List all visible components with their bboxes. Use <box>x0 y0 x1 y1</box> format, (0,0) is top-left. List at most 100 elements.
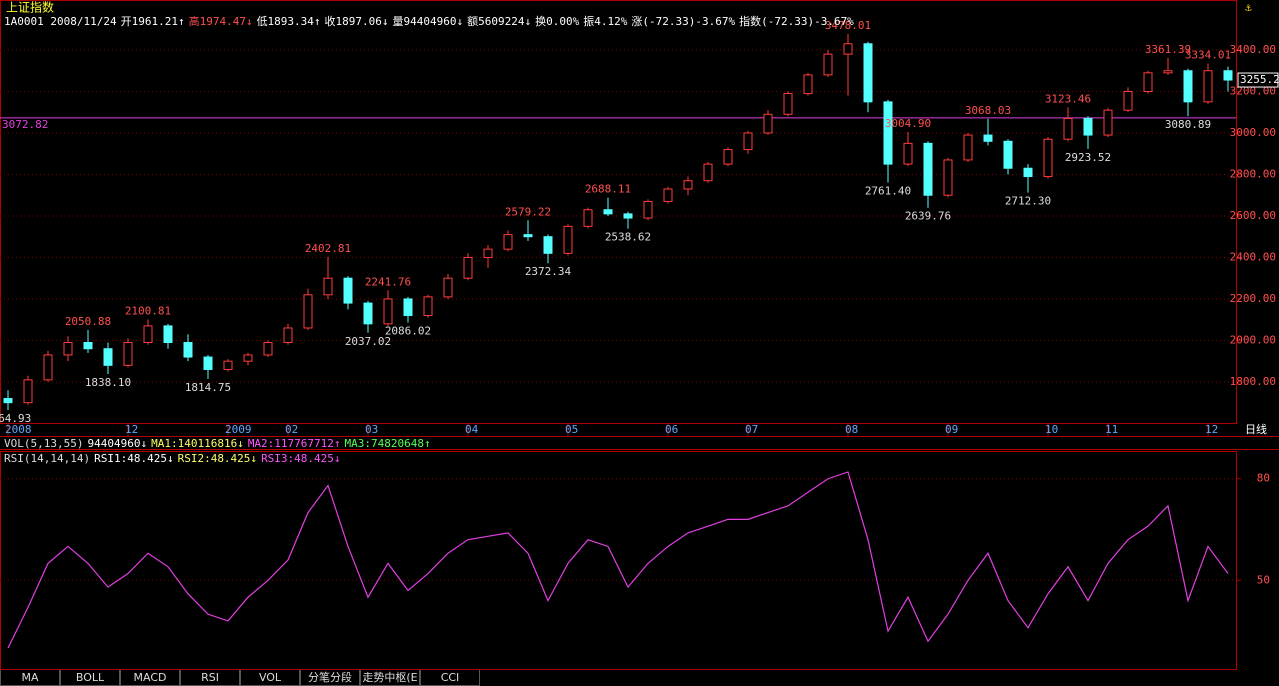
x-tick-label: 07 <box>745 423 758 436</box>
candle-body <box>483 248 493 258</box>
info-item: 低1893.34↑ <box>256 15 321 28</box>
extreme-label: 2086.02 <box>385 325 431 338</box>
y-tick-label: 1800.00 <box>1230 375 1276 388</box>
rsi-item: RSI(14,14,14) <box>4 452 91 465</box>
extreme-label: 3123.46 <box>1045 92 1091 105</box>
candle-body <box>1163 70 1173 74</box>
vol-item: VOL(5,13,55) <box>4 437 84 450</box>
tab[interactable]: CCI <box>420 670 480 686</box>
current-price: 3255.2 <box>1240 73 1279 86</box>
extreme-label: 2688.11 <box>585 183 631 196</box>
x-tick-label: 02 <box>285 423 298 436</box>
y-tick-label: 2800.00 <box>1230 167 1276 180</box>
info-item: 高1974.47↓ <box>188 15 253 28</box>
candle-body <box>423 296 433 317</box>
extreme-label: 3080.89 <box>1165 118 1211 131</box>
tab[interactable]: VOL <box>240 670 300 686</box>
y-tick-label: 50 <box>1257 573 1270 586</box>
vol-item: MA3:74820648↑ <box>344 437 431 450</box>
tab[interactable]: BOLL <box>60 670 120 686</box>
candle-body <box>643 200 653 219</box>
x-tick-label: 03 <box>365 423 378 436</box>
candle-body <box>743 132 753 151</box>
candle-body <box>523 234 533 238</box>
x-tick-label: 2009 <box>225 423 252 436</box>
info-item: 开1961.21↑ <box>120 15 185 28</box>
x-tick-label: 05 <box>565 423 578 436</box>
candle-body <box>43 354 53 381</box>
candle-body <box>823 53 833 76</box>
candle-body <box>943 159 953 196</box>
x-tick-label: 12 <box>125 423 138 436</box>
candle-body <box>903 142 913 165</box>
candle-body <box>623 213 633 219</box>
y-tick-label: 2600.00 <box>1230 209 1276 222</box>
tab[interactable]: 走势中枢(E <box>360 670 420 686</box>
candle-body <box>503 234 513 250</box>
candle-body <box>563 225 573 254</box>
extreme-label: 2241.76 <box>365 275 411 288</box>
tab[interactable]: 分笔分段 <box>300 670 360 686</box>
candle-body <box>703 163 713 182</box>
candle-body <box>123 342 133 366</box>
candle-body <box>243 354 253 362</box>
candle-body <box>543 236 553 254</box>
candle-body <box>103 348 113 366</box>
y-tick-label: 3200.00 <box>1230 84 1276 97</box>
candle-body <box>783 93 793 115</box>
candle-body <box>1223 70 1233 81</box>
vol-item: MA2:117767712↑ <box>247 437 341 450</box>
extreme-label: 2923.52 <box>1065 151 1111 164</box>
main-frame <box>0 0 1237 424</box>
candle-body <box>1203 70 1213 103</box>
candle-body <box>1123 90 1133 111</box>
y-tick-label: 3000.00 <box>1230 126 1276 139</box>
y-tick-label: 80 <box>1257 472 1270 485</box>
candle-body <box>723 149 733 165</box>
candle-body <box>663 188 673 202</box>
anchor-icon[interactable]: ⚓ <box>1244 1 1252 14</box>
x-tick-label: 09 <box>945 423 958 436</box>
tab[interactable]: RSI <box>180 670 240 686</box>
candle-body <box>363 302 373 325</box>
candle-body <box>763 113 773 134</box>
candle-body <box>323 277 333 296</box>
vol-item: 94404960↓ <box>87 437 148 450</box>
candle-body <box>1183 70 1193 103</box>
chart-title: 上证指数 <box>6 0 54 15</box>
extreme-label: 2050.88 <box>65 315 111 328</box>
candle-body <box>343 277 353 304</box>
candle-body <box>163 325 173 344</box>
tab[interactable]: MA <box>0 670 60 686</box>
candle-body <box>1083 117 1093 136</box>
info-item: 涨(-72.33)-3.67% <box>631 15 736 28</box>
extreme-label: 1814.75 <box>185 381 231 394</box>
x-tick-label: 2008 <box>5 423 32 436</box>
candle-body <box>583 209 593 227</box>
rsi-item: RSI2:48.425↓ <box>177 452 258 465</box>
candle-body <box>183 342 193 358</box>
info-item: 1A0001 2008/11/24 <box>4 15 117 28</box>
extreme-label: 1664.93 <box>0 412 31 425</box>
candle-body <box>683 180 693 190</box>
candle-body <box>923 142 933 196</box>
candle-body <box>383 298 393 325</box>
extreme-label: 2538.62 <box>605 231 651 244</box>
extreme-label: 2761.40 <box>865 184 911 197</box>
candle-body <box>223 360 233 370</box>
y-tick-label: 3400.00 <box>1230 43 1276 56</box>
candle-body <box>23 379 33 404</box>
candle-body <box>443 277 453 298</box>
candle-body <box>603 209 613 215</box>
candle-body <box>1003 140 1013 169</box>
candle-body <box>1143 72 1153 92</box>
candle-body <box>843 43 853 55</box>
x-tick-label: 11 <box>1105 423 1118 436</box>
tab[interactable]: MACD <box>120 670 180 686</box>
y-tick-label: 2400.00 <box>1230 250 1276 263</box>
extreme-label: 2639.76 <box>905 210 951 223</box>
vol-legend: VOL(5,13,55) 94404960↓ MA1:140116816↓ MA2:1… <box>4 437 435 450</box>
info-row: 1A0001 2008/11/24 开1961.21↑ 高1974.47↓ 低1893… <box>4 15 858 28</box>
candle-body <box>263 342 273 356</box>
